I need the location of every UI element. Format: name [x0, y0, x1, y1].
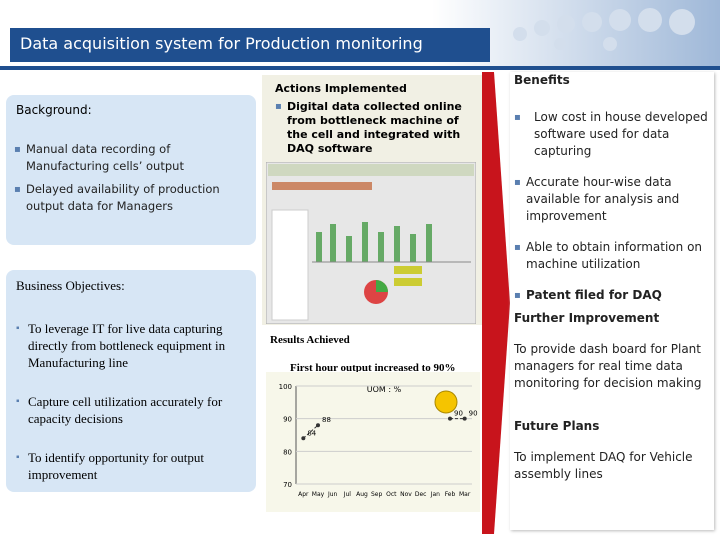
bullet: Manual data recording of Manufacturing c… [14, 141, 248, 175]
text: To implement DAQ for Vehicle assembly li… [514, 450, 693, 481]
background-box: Background: Manual data recording of Man… [6, 95, 256, 245]
objectives-box: Business Objectives: To leverage IT for … [6, 270, 256, 492]
point [462, 416, 467, 421]
x-tick-label: May [312, 491, 325, 498]
data-label: 90 [469, 410, 478, 418]
y-tick-label: 90 [283, 416, 292, 424]
series-line [303, 418, 465, 439]
x-tick-label: Oct [386, 491, 397, 498]
point [448, 416, 452, 421]
title-rule [0, 66, 720, 70]
divider-arrow [482, 72, 510, 534]
point [316, 423, 320, 428]
software-screenshot [266, 162, 476, 324]
heading: Business Objectives: [16, 278, 125, 293]
x-tick-label: Aug [356, 491, 368, 498]
heading: Benefits [514, 73, 570, 87]
decor-circles [513, 8, 695, 51]
x-tick-label: Dec [415, 491, 427, 498]
text: To provide dash board for Plant managers… [514, 342, 702, 390]
bullet: To identify opportunity for output impro… [16, 449, 246, 483]
caption: First hour output increased to 90% [290, 362, 456, 374]
x-tick-label: Apr [298, 491, 309, 498]
x-tick-label: Jun [327, 491, 338, 498]
heading: Future Plans [514, 419, 600, 433]
bullet: Capture cell utilization accurately for … [16, 393, 246, 427]
heading: Results Achieved [270, 334, 350, 346]
data-label: 90 [454, 410, 463, 418]
bullet: Low cost in house developed software use… [514, 109, 708, 160]
title: Data acquisition system for Production m… [20, 34, 423, 53]
y-tick-label: 80 [283, 448, 292, 456]
x-tick-label: Sep [371, 491, 383, 498]
x-tick-label: Feb [445, 491, 456, 498]
bullet: To leverage IT for live data capturing d… [16, 320, 246, 371]
heading: Actions Implemented [275, 82, 407, 95]
bullet: Patent filed for DAQ [514, 287, 708, 304]
heading: Further Improvement [514, 311, 660, 325]
chart: UOM : % 70 80 90 100 Apr May Jun Jul Aug Sep Oct Nov… [266, 372, 480, 512]
chart-title: UOM : % [367, 385, 402, 394]
bullet: Digital data collected online from bottl… [275, 100, 482, 156]
heading: Background: [16, 103, 92, 117]
bullet: Accurate hour-wise data available for an… [514, 174, 708, 225]
x-tick-label: Mar [459, 491, 471, 498]
bullet: Able to obtain information on machine ut… [514, 239, 708, 273]
y-tick-label: 100 [279, 383, 292, 391]
x-tick-label: Jan [430, 491, 440, 498]
right-panel: Benefits Low cost in house developed sof… [510, 72, 714, 530]
point [301, 436, 306, 441]
title-bar [10, 28, 490, 62]
y-tick-label: 70 [283, 481, 292, 489]
x-tick-label: Nov [400, 491, 412, 498]
x-tick-label: Jul [343, 491, 352, 498]
data-label: 88 [322, 416, 331, 424]
bullet: Delayed availability of production outpu… [14, 181, 248, 215]
data-label: 84 [307, 429, 316, 437]
